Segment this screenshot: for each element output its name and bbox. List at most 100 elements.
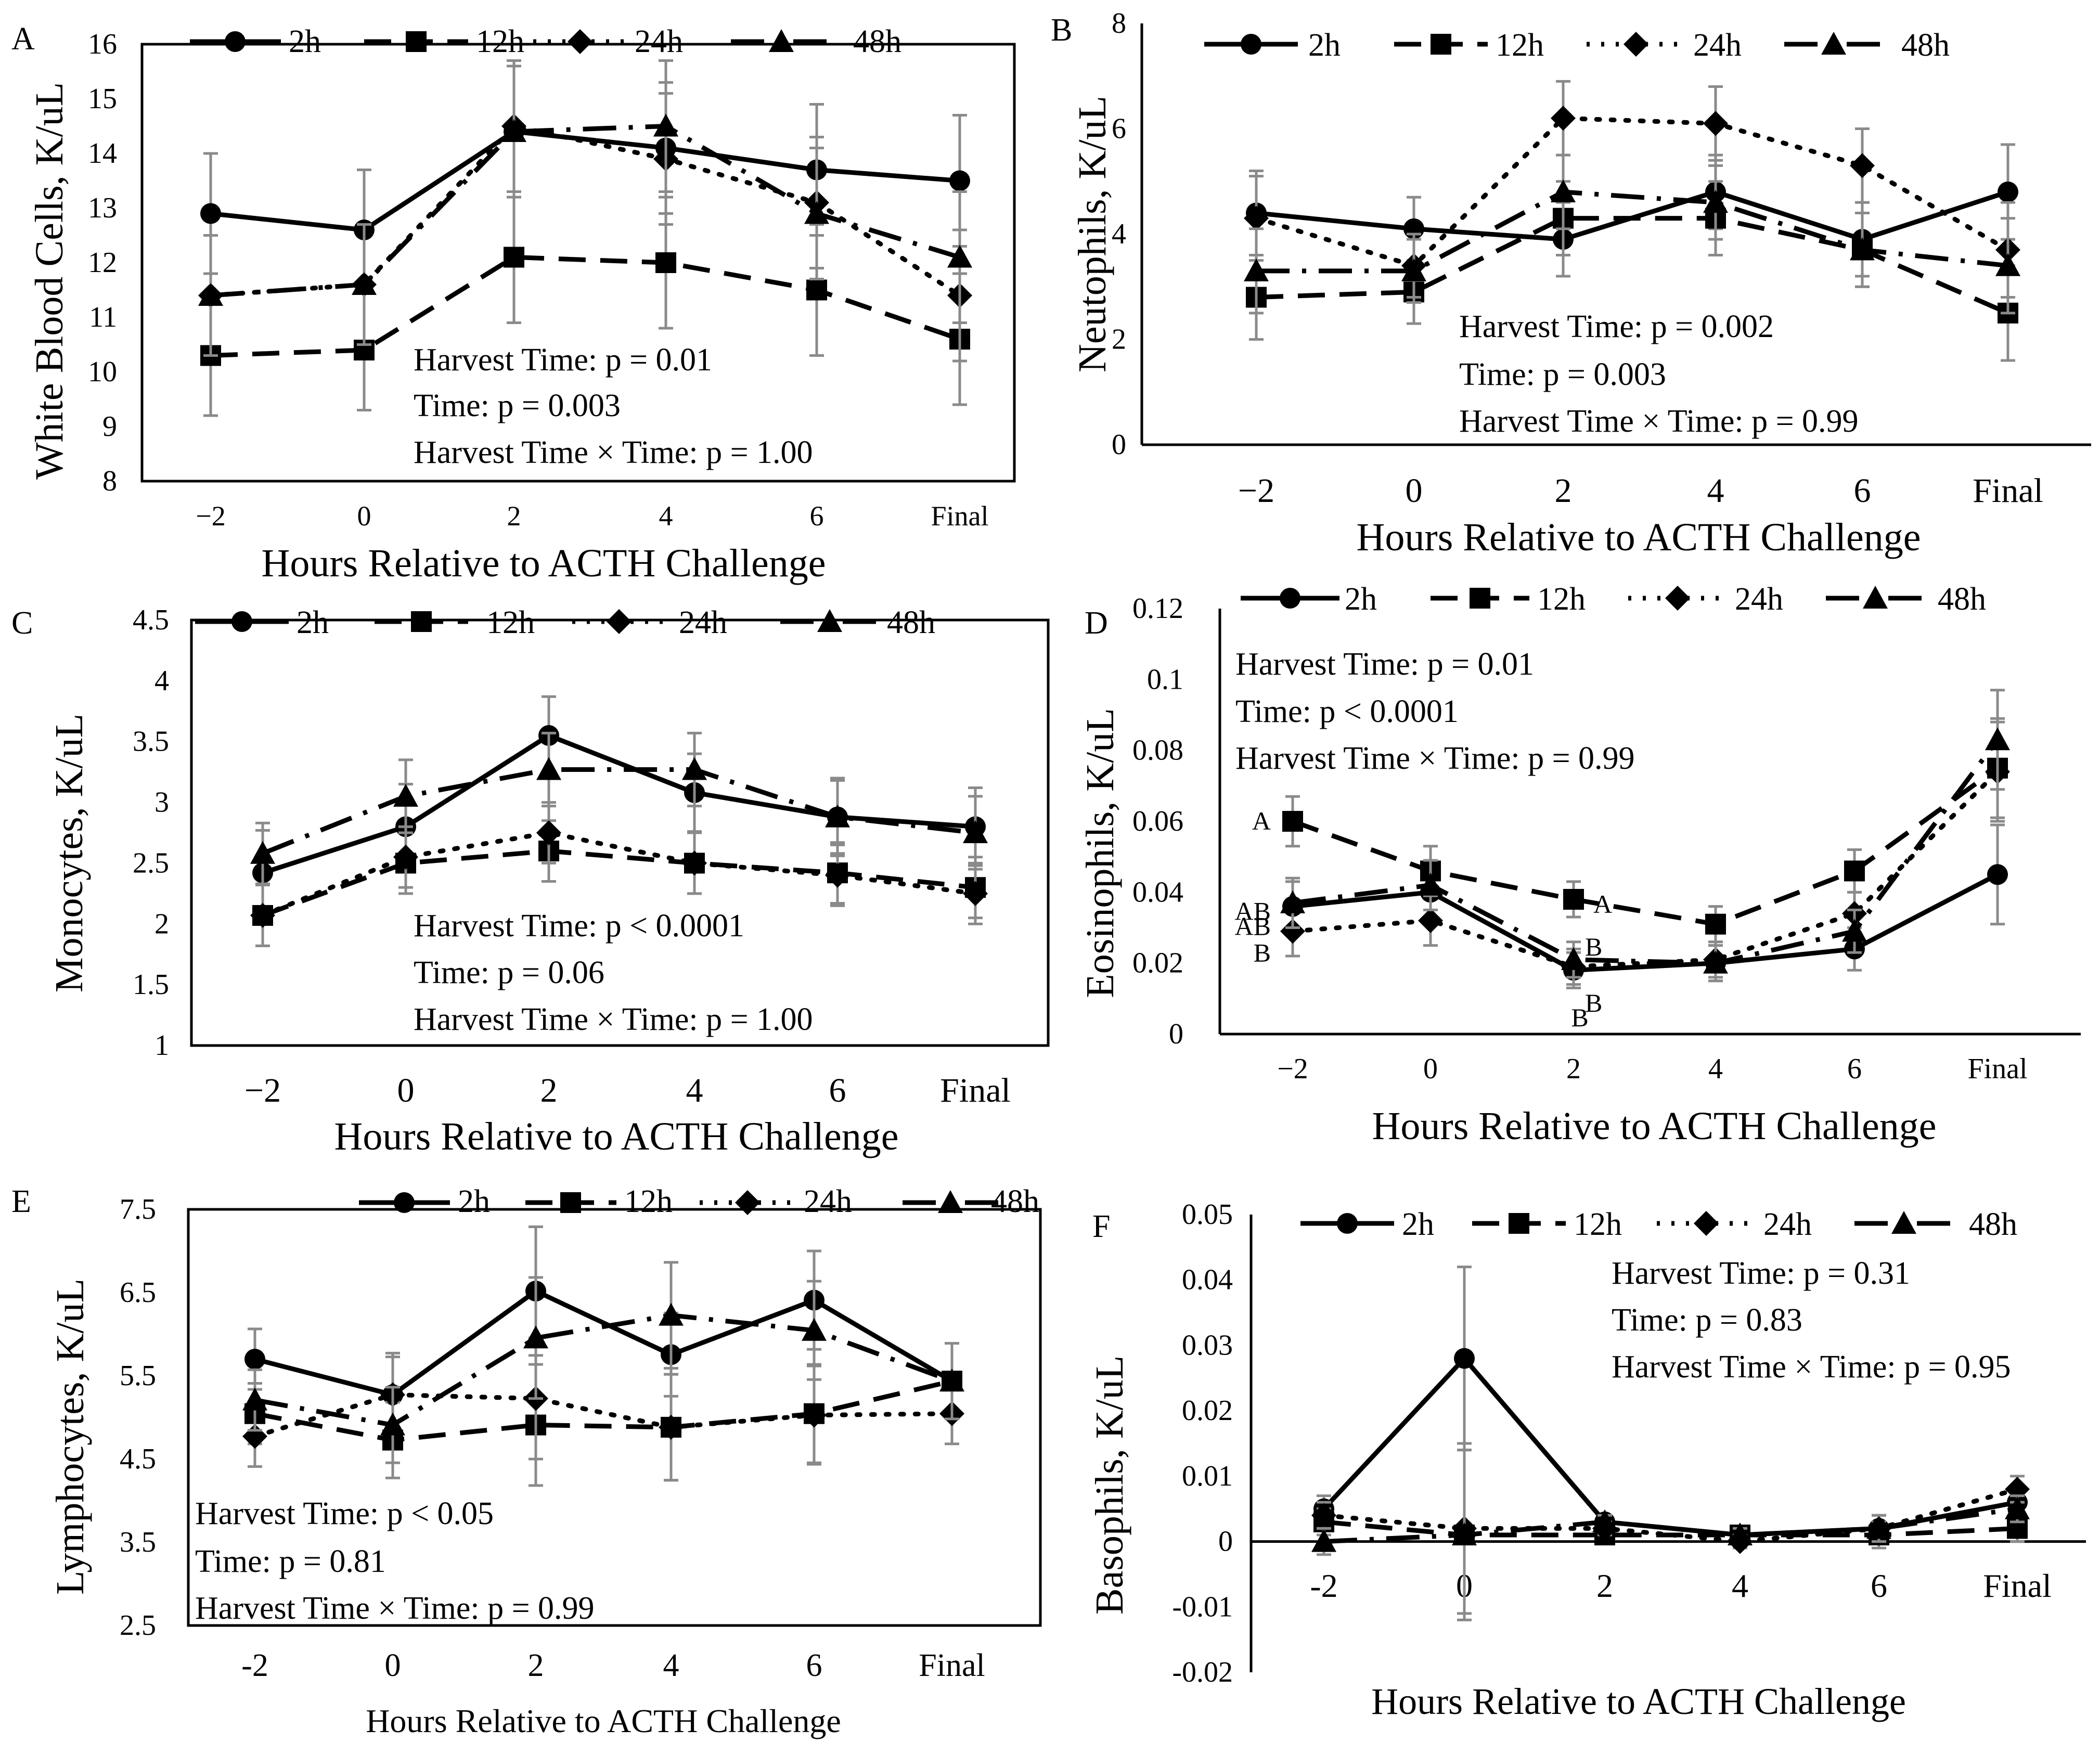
y-tick-label: 0.12	[1132, 592, 1183, 625]
stat-annotation: Harvest Time × Time: p = 1.00	[414, 435, 813, 470]
stat-annotation: Time: p < 0.0001	[1235, 694, 1459, 729]
x-tick-label: Final	[1983, 1567, 2052, 1604]
series-line-24h	[1321, 1487, 2020, 1544]
panel-letter-b: B	[1051, 12, 1072, 48]
legend-marker-2h-shape	[1280, 588, 1300, 609]
y-tick-label: 0.04	[1182, 1264, 1233, 1296]
legend-marker-48h-shape	[938, 1190, 963, 1213]
data-point-24h	[963, 881, 988, 906]
legend-marker-24h	[568, 29, 592, 54]
data-point-48h	[1311, 1529, 1336, 1552]
legend-marker-24h	[607, 609, 632, 634]
x-tick-label: 2	[540, 1072, 558, 1109]
y-tick-label: 15	[88, 83, 117, 115]
series-48h	[242, 1261, 964, 1464]
data-point-48h	[380, 1412, 405, 1436]
x-tick-label: 0	[1423, 1053, 1438, 1085]
x-tick-label: 2	[1566, 1053, 1581, 1085]
panel-e-xlabel: Hours Relative to ACTH Challenge	[366, 1702, 841, 1739]
series-line-12h	[210, 254, 961, 358]
legend-marker-2h	[1241, 34, 1261, 55]
data-point-48h	[250, 841, 275, 864]
x-tick-label: 2	[1555, 472, 1572, 510]
panel-b-plot: 0 2 4 6 8 −2 0 2 4 6 Final Harvest Time: p = 0.002 T…	[1112, 7, 2091, 510]
data-point-48h	[1561, 947, 1586, 970]
legend-label-24h: 24h	[1693, 28, 1742, 63]
y-tick-label: 0	[1112, 429, 1126, 461]
y-tick-label: 2	[1112, 324, 1126, 356]
series-line-24h	[252, 1392, 955, 1439]
y-tick-label: 4	[1112, 218, 1126, 250]
legend-label-2h: 2h	[297, 605, 329, 640]
stat-annotation: Harvest Time: p < 0.0001	[414, 908, 744, 944]
y-tick-label: 1	[154, 1029, 169, 1062]
panel-e-legend: 2h 12h 24h 48h	[359, 1184, 1039, 1219]
data-point-2h	[200, 203, 221, 224]
legend-marker-24h-shape	[1624, 32, 1648, 57]
stat-annotation: Time: p = 0.83	[1612, 1302, 1802, 1338]
significance-letter: B	[1571, 1003, 1588, 1032]
series-24h	[250, 801, 988, 947]
legend-marker-12h	[1470, 588, 1490, 609]
legend-label-24h: 24h	[1763, 1207, 1812, 1242]
series-line-48h	[1256, 189, 2008, 274]
legend-marker-48h	[938, 1190, 963, 1213]
legend-label-2h: 2h	[1345, 582, 1377, 617]
series-line-48h	[262, 767, 976, 856]
panel-b-legend: 2h 12h 24h 48h	[1204, 28, 1950, 63]
legend-marker-24h-shape	[607, 609, 632, 634]
panel-b: B Neutophils, K/uL Hours Relative to ACT…	[1051, 7, 2091, 559]
data-point-48h	[1551, 179, 1576, 202]
stat-annotation: Time: p = 0.003	[414, 388, 621, 423]
data-point-48h	[939, 1369, 964, 1392]
stat-annotation: Harvest Time: p < 0.05	[195, 1496, 494, 1531]
legend-marker-48h-shape	[1891, 1211, 1916, 1234]
series-line-2h	[254, 1288, 954, 1398]
x-tick-label: 2	[1596, 1567, 1613, 1604]
data-point-48h	[802, 1318, 827, 1341]
panel-c-plot: 1 1.5 2 2.5 3 3.5 4 4.5 −2 0 2 4 6 Final Harvest Time:…	[133, 604, 1050, 1109]
panel-e-frame	[187, 1208, 1042, 1627]
y-tick-label: 6	[1112, 113, 1126, 145]
stat-annotation: Harvest Time × Time: p = 0.99	[1235, 741, 1635, 776]
y-tick-label: 4	[154, 665, 169, 697]
legend-marker-48h	[1891, 1211, 1916, 1234]
x-tick-label: 0	[1406, 472, 1423, 510]
x-tick-label: 6	[806, 1648, 822, 1683]
legend-marker-48h	[1863, 586, 1888, 609]
legend-marker-24h	[1694, 1211, 1719, 1236]
legend-label-24h: 24h	[679, 605, 727, 640]
data-point-48h	[1244, 258, 1269, 281]
y-tick-label: 0.1	[1147, 663, 1183, 695]
panel-d-plot: 00.020.040.060.080.10.12−2 0 2 4 6 FinalAABAB…	[1132, 592, 2081, 1085]
series-line-12h	[262, 848, 976, 918]
panel-letter-a: A	[11, 21, 35, 57]
series-line-24h	[1290, 769, 2000, 970]
data-point-12h	[655, 252, 676, 273]
significance-letter: A	[1252, 806, 1271, 835]
x-tick-label: 6	[1847, 1053, 1862, 1085]
series-48h	[1244, 153, 2020, 315]
stat-annotation: Harvest Time: p = 0.31	[1612, 1256, 1910, 1291]
legend-marker-48h	[769, 29, 794, 52]
legend-label-48h: 48h	[853, 24, 901, 59]
data-point-48h	[523, 1325, 548, 1349]
panel-letter-c: C	[11, 605, 33, 641]
significance-letter: B	[1585, 932, 1602, 961]
series-48h	[1280, 689, 2010, 983]
legend-label-2h: 2h	[1402, 1207, 1434, 1242]
panel-a-ylabel: White Blood Cells, K/uL	[28, 82, 71, 480]
panel-c-legend: 2h 12h 24h 48h	[195, 605, 935, 640]
legend-marker-12h	[406, 31, 427, 52]
legend-marker-2h-shape	[231, 611, 252, 632]
x-tick-label: 4	[1708, 1053, 1723, 1085]
y-tick-label: 6.5	[120, 1276, 156, 1309]
legend-label-48h: 48h	[887, 605, 935, 640]
x-tick-label: 4	[659, 500, 673, 532]
data-point-48h	[1985, 727, 2010, 751]
panel-f: F Basophils, K/uL Hours Relative to ACTH…	[1088, 1198, 2086, 1722]
y-tick-label: -0.01	[1172, 1591, 1233, 1623]
stat-annotation: Harvest Time: p = 0.01	[414, 342, 712, 378]
x-tick-label: 4	[686, 1072, 703, 1109]
data-point-12h	[806, 279, 827, 301]
